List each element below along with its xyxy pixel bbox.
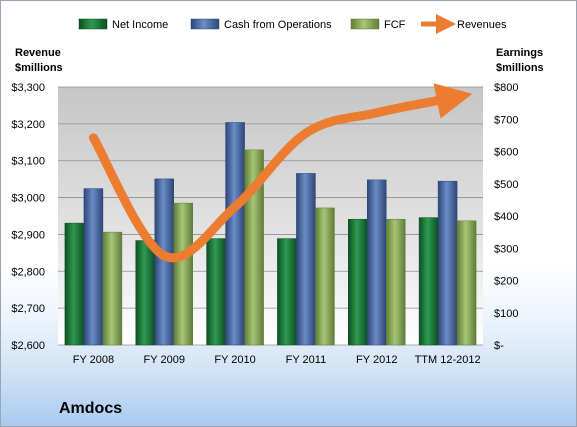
gridlines: [58, 86, 483, 346]
company-name: Amdocs: [59, 400, 122, 417]
category-label: FY 2010: [214, 354, 255, 366]
right-axis-title-line1: Earnings: [496, 47, 543, 59]
category-label: FY 2011: [286, 354, 327, 366]
right-axis-title-line2: $millions: [496, 62, 544, 74]
right-axis-tick-label: $800: [494, 82, 518, 94]
bar-cash-from-operations: [437, 180, 458, 346]
category-label: TTM 12-2012: [415, 354, 481, 366]
bar-fcf: [315, 207, 335, 346]
bar-cash-from-operations: [296, 173, 316, 346]
legend-label-net-income: Net Income: [112, 19, 168, 31]
right-axis-tick-label: $300: [494, 243, 518, 255]
category-label: FY 2009: [144, 354, 185, 366]
left-axis-tick-label: $2,900: [11, 229, 45, 241]
left-axis-tick-label: $3,200: [11, 119, 45, 131]
right-axis-tick-label: $100: [494, 308, 518, 320]
left-axis-tick-label: $2,600: [11, 340, 45, 352]
bar-net-income: [277, 238, 297, 346]
bar-net-income: [348, 218, 368, 346]
left-axis-tick-label: $3,000: [11, 193, 45, 205]
bar-cash-from-operations: [367, 179, 387, 346]
left-axis-tick-label: $3,100: [11, 156, 45, 168]
bar-fcf: [456, 220, 477, 346]
category-label: FY 2012: [356, 354, 397, 366]
legend-label-fcf: FCF: [384, 19, 406, 31]
bar-fcf: [386, 218, 406, 346]
right-axis-ticks: $800 $700 $600 $500 $400 $300 $200 $100 $-: [494, 82, 518, 352]
right-axis-tick-label: $400: [494, 211, 518, 223]
left-axis-tick-label: $3,300: [11, 82, 45, 94]
left-axis-title-line1: Revenue: [15, 47, 61, 59]
bar-net-income: [64, 222, 85, 346]
right-axis-tick-label: $200: [494, 276, 518, 288]
right-axis-tick-label: $700: [494, 114, 518, 126]
right-axis-tick-label: $600: [494, 147, 518, 159]
legend-swatch-cash-from-operations: [190, 18, 220, 30]
bar-net-income: [418, 217, 439, 346]
left-axis-tick-label: $2,700: [11, 303, 45, 315]
bar-cash-from-operations: [83, 188, 104, 346]
left-axis-title-line2: $millions: [15, 62, 63, 74]
legend: Net Income Cash from Operations FCF Reve…: [78, 14, 507, 34]
left-axis-ticks: $3,300 $3,200 $3,100 $3,000 $2,900 $2,800 $2,7…: [11, 82, 45, 352]
bar-net-income: [206, 238, 226, 346]
legend-swatch-fcf: [350, 18, 380, 30]
legend-item-cash-from-operations: Cash from Operations: [190, 18, 332, 31]
left-axis-tick-label: $2,800: [11, 266, 45, 278]
legend-item-revenues: Revenues: [421, 14, 507, 34]
bar-fcf: [102, 231, 123, 346]
bars: [64, 122, 477, 346]
category-label: FY 2008: [73, 354, 114, 366]
right-axis-tick-label: $500: [494, 179, 518, 191]
bar-net-income: [135, 240, 155, 346]
legend-label-revenues: Revenues: [457, 19, 507, 31]
revenue-line-layer: [88, 83, 473, 263]
right-axis-tick-label: $-: [494, 340, 504, 352]
legend-swatch-net-income: [78, 18, 108, 30]
legend-item-fcf: FCF: [350, 18, 406, 31]
bar-cash-from-operations: [225, 122, 245, 346]
legend-item-net-income: Net Income: [78, 18, 168, 31]
bar-fcf: [173, 202, 193, 346]
legend-label-cash-from-operations: Cash from Operations: [224, 19, 332, 31]
category-labels: FY 2008 FY 2009 FY 2010 FY 2011 FY 2012 TTM 1…: [73, 354, 481, 366]
